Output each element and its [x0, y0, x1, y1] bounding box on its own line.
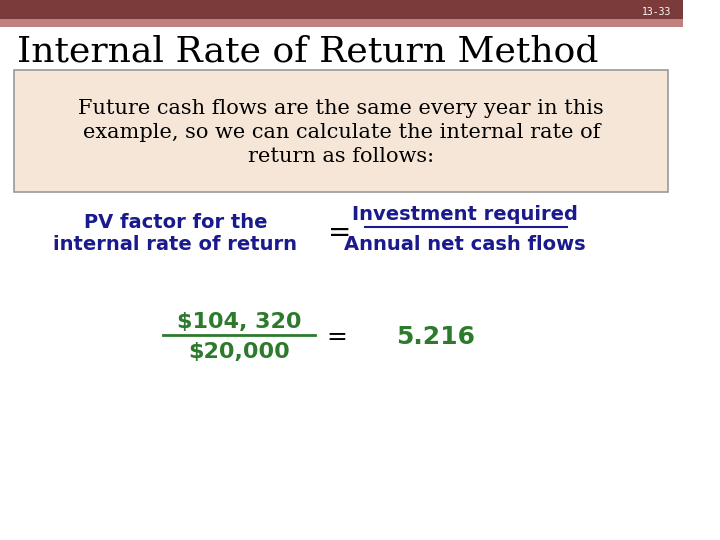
Text: PV factor for the: PV factor for the [84, 213, 267, 232]
Text: Investment required: Investment required [351, 206, 577, 225]
Text: Future cash flows are the same every year in this: Future cash flows are the same every yea… [78, 98, 604, 118]
Text: internal rate of return: internal rate of return [53, 234, 297, 253]
FancyBboxPatch shape [0, 0, 683, 20]
FancyBboxPatch shape [14, 70, 668, 192]
Text: return as follows:: return as follows: [248, 147, 434, 166]
Text: example, so we can calculate the internal rate of: example, so we can calculate the interna… [83, 123, 600, 141]
Text: 5.216: 5.216 [396, 325, 475, 349]
Text: 13-33: 13-33 [642, 7, 671, 17]
Text: $104, 320: $104, 320 [176, 312, 301, 332]
Text: =: = [326, 325, 347, 349]
Text: =: = [328, 219, 351, 247]
Text: Annual net cash flows: Annual net cash flows [343, 235, 585, 254]
Text: $20,000: $20,000 [188, 342, 290, 362]
Text: Internal Rate of Return Method: Internal Rate of Return Method [17, 35, 598, 69]
FancyBboxPatch shape [0, 19, 683, 27]
